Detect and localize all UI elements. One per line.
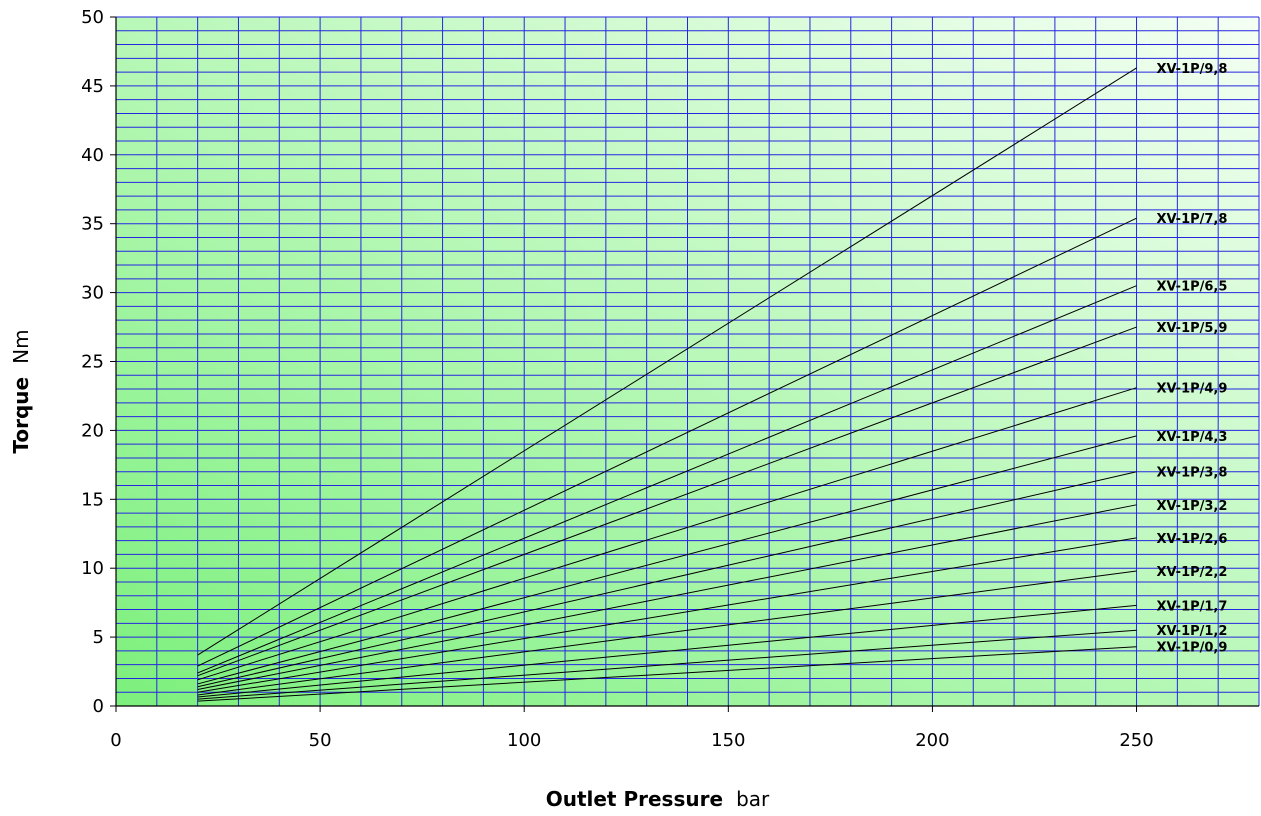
series-label: XV-1P/5,9 — [1157, 321, 1228, 336]
series-line — [197, 604, 1137, 698]
y-tick-label: 45 — [81, 76, 104, 97]
series-line — [197, 504, 1137, 690]
y-tick-label: 35 — [81, 214, 104, 235]
series-label: XV-1P/3,2 — [1157, 499, 1228, 514]
series-line — [197, 629, 1137, 700]
series-line — [197, 67, 1137, 656]
x-axis-label: Outlet Pressure — [546, 787, 723, 811]
x-tick-label: 250 — [1119, 730, 1153, 751]
series-label: XV-1P/2,2 — [1157, 565, 1228, 580]
series-line — [197, 326, 1137, 677]
axes — [110, 16, 1259, 712]
y-tick-label: 0 — [93, 696, 104, 717]
series-labels: XV-1P/9,8 XV-1P/7,8 XV-1P/6,5 XV-1P/5,9 XV-1… — [1157, 62, 1228, 656]
y-axis-title: Torque Nm — [9, 329, 33, 453]
x-tick-label: 50 — [309, 730, 332, 751]
y-tick-label: 20 — [81, 420, 104, 441]
series-label: XV-1P/4,9 — [1157, 382, 1228, 397]
series-line — [197, 570, 1137, 696]
series-label: XV-1P/7,8 — [1157, 212, 1228, 227]
series-line — [197, 435, 1137, 685]
series-line — [197, 285, 1137, 674]
x-tick-label: 150 — [711, 730, 745, 751]
x-tick-label: 100 — [507, 730, 541, 751]
series-line — [197, 537, 1137, 693]
y-tick-label: 30 — [81, 283, 104, 304]
series-line — [197, 471, 1137, 688]
series-line — [197, 387, 1137, 681]
gridlines — [115, 16, 1260, 707]
y-tick-label: 10 — [81, 558, 104, 579]
y-tick-label: 40 — [81, 145, 104, 166]
series-label: XV-1P/0,9 — [1157, 641, 1228, 656]
series-lines — [197, 67, 1137, 702]
y-axis-label: Torque — [9, 377, 33, 454]
y-axis-unit: Nm — [9, 329, 33, 363]
series-line — [197, 646, 1137, 702]
tick-labels: 0 5 10 15 20 25 30 35 40 45 50 0 50 100 150 200 250 — [81, 7, 1154, 751]
series-label: XV-1P/1,7 — [1157, 599, 1228, 614]
y-tick-label: 5 — [93, 627, 104, 648]
series-label: XV-1P/9,8 — [1157, 62, 1228, 77]
x-tick-label: 0 — [110, 730, 121, 751]
series-label: XV-1P/6,5 — [1157, 280, 1228, 295]
y-tick-label: 15 — [81, 489, 104, 510]
series-label: XV-1P/3,8 — [1157, 466, 1228, 481]
x-axis-unit: bar — [736, 787, 770, 811]
y-tick-label: 25 — [81, 352, 104, 373]
series-label: XV-1P/2,6 — [1157, 532, 1228, 547]
series-label: XV-1P/1,2 — [1157, 624, 1228, 639]
x-tick-label: 200 — [915, 730, 949, 751]
y-tick-label: 50 — [81, 7, 104, 28]
x-axis-title: Outlet Pressure bar — [546, 787, 770, 811]
series-line — [197, 217, 1137, 667]
series-label: XV-1P/4,3 — [1157, 430, 1228, 445]
